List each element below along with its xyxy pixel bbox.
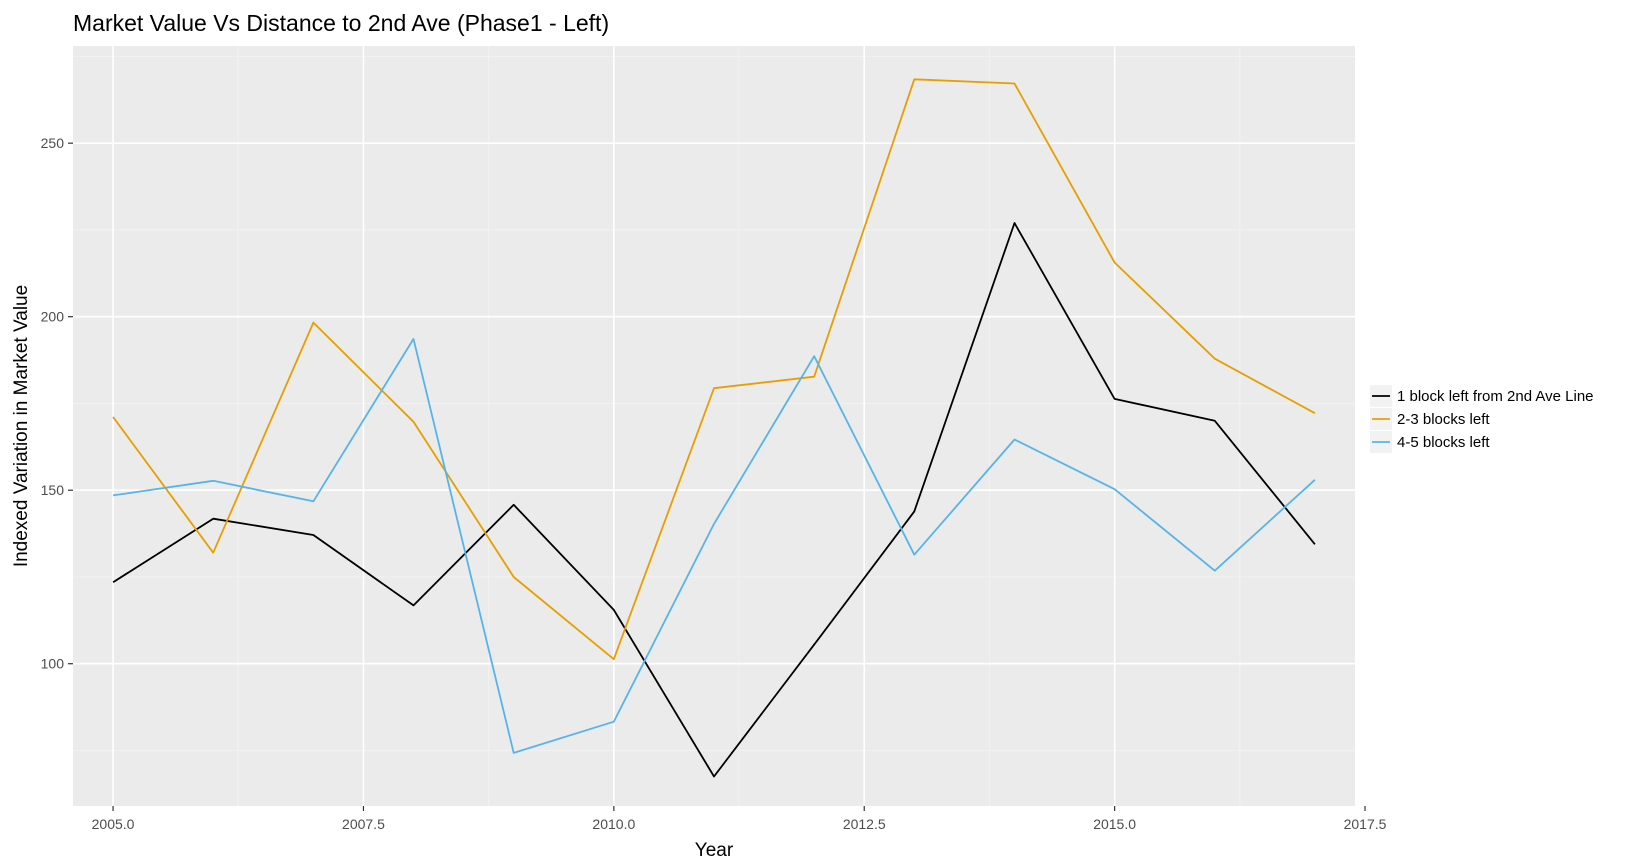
x-tick-label: 2017.5	[1344, 816, 1387, 832]
x-axis: 2005.0 2007.5 2010.0 2012.5 2015.0 2017.5	[92, 806, 1387, 832]
x-tick-label: 2005.0	[92, 816, 135, 832]
x-tick-label: 2007.5	[342, 816, 385, 832]
x-tick-label: 2012.5	[843, 816, 886, 832]
y-tick-label: 100	[41, 656, 65, 672]
y-axis: 100 150 200 250	[41, 135, 73, 672]
series-line-3	[112, 337, 1316, 754]
series-line-1	[112, 222, 1316, 778]
legend-label: 1 block left from 2nd Ave Line	[1397, 388, 1594, 405]
x-axis-title: Year	[695, 840, 734, 861]
y-axis-title: Indexed Variation in Market Value	[11, 285, 32, 567]
y-tick-label: 150	[41, 482, 65, 498]
y-tick-label: 250	[41, 135, 65, 151]
plot-panel	[73, 46, 1355, 806]
legend-label: 4-5 blocks left	[1397, 434, 1490, 451]
legend: 1 block left from 2nd Ave Line 2-3 blocks…	[1370, 385, 1594, 453]
x-tick-label: 2010.0	[592, 816, 635, 832]
grid-lines	[73, 46, 1366, 806]
chart-title: Market Value Vs Distance to 2nd Ave (Pha…	[73, 10, 609, 36]
x-tick-label: 2015.0	[1093, 816, 1136, 832]
y-tick-label: 200	[41, 309, 65, 325]
series-lines	[112, 78, 1316, 778]
legend-label: 2-3 blocks left	[1397, 411, 1490, 428]
series-line-2	[112, 78, 1316, 661]
